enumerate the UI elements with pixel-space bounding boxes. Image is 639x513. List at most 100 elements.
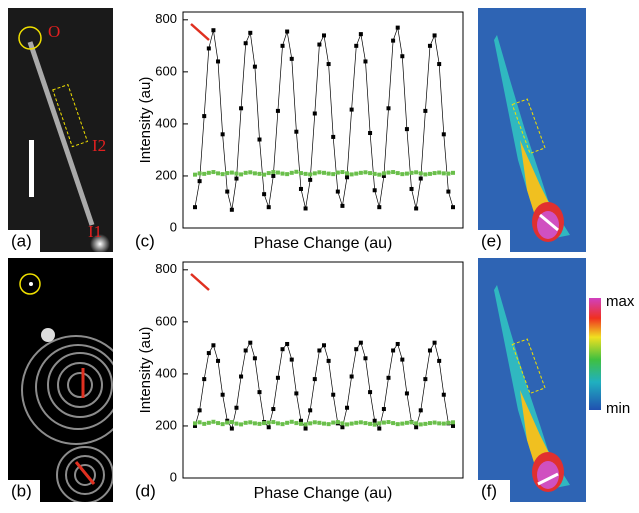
data-point [317,42,322,47]
data-point [409,186,414,191]
data-point [427,421,432,426]
panel-b: (b) [8,258,131,504]
data-point [386,375,391,380]
data-point [202,171,207,176]
data-point [216,421,221,426]
plot-frame [182,11,464,229]
data-point [243,170,248,175]
data-point [363,356,368,361]
data-point [308,421,313,426]
data-point [294,391,299,396]
data-point [423,421,428,426]
data-point [451,205,455,210]
data-point [381,407,386,412]
data-point [335,189,340,194]
data-point [257,390,262,395]
data-point [432,420,437,425]
data-point [418,408,423,413]
data-point [202,114,207,119]
data-point [395,171,400,176]
data-point [363,170,368,175]
data-point [243,41,248,46]
annotation: O [48,22,60,41]
data-point [395,25,400,30]
data-point [280,347,285,352]
data-point [326,171,331,176]
data-point [317,420,322,425]
data-point [354,171,359,176]
data-point [216,358,221,363]
data-point [197,420,202,425]
data-point [400,54,405,59]
series-line [194,341,454,430]
data-point [395,341,400,346]
data-point [312,420,317,425]
data-point [349,172,354,177]
data-point [262,421,267,426]
data-point [206,351,211,356]
data-point [423,172,428,177]
data-point [437,170,442,175]
data-point [220,422,225,427]
data-point [391,170,396,175]
data-point [418,422,423,427]
data-point [354,43,359,48]
data-point [372,171,377,176]
panel-label: (d) [135,481,156,500]
data-point [377,205,382,210]
data-point [289,56,294,61]
data-point [257,137,262,142]
data-point [220,132,225,137]
data-point [331,172,336,177]
data-point [345,175,350,180]
data-point [193,423,197,428]
annotation: I1 [88,222,102,241]
data-point [331,420,336,425]
data-point [234,171,239,176]
data-point [363,421,368,426]
data-point [372,188,377,193]
data-point [211,343,216,348]
data-point [441,392,446,397]
data-point [322,33,326,38]
data-point [206,420,211,425]
data-point [193,421,197,426]
data-point [354,347,359,352]
data-point [239,374,244,379]
y-axis-label: Intensity (au) [137,327,154,414]
y-tick-label: 600 [155,313,177,328]
data-point [229,426,234,431]
data-point [409,170,414,175]
data-point [340,203,345,208]
data-point [386,420,391,425]
data-point [308,408,313,413]
data-point [248,170,253,175]
data-point [368,171,373,176]
data-point [229,420,234,425]
data-point [414,421,419,426]
data-point [303,426,308,431]
data-point [257,421,262,426]
data-point [345,422,350,427]
data-point [427,348,432,353]
data-point [358,32,363,37]
data-point [386,170,391,175]
x-axis-label: Phase Change (au) [254,235,393,252]
y-tick-label: 200 [155,167,177,182]
data-point [404,420,409,425]
data-point [335,170,340,175]
y-axis-label: Intensity (au) [137,77,154,164]
data-point [298,171,303,176]
arrow [190,23,210,41]
data-point [386,106,391,111]
data-point [298,186,303,191]
data-point [225,171,230,176]
data-point [211,170,216,175]
y-tick-label: 400 [155,365,177,380]
data-point [266,205,271,210]
data-point [322,170,326,175]
data-point [354,420,359,425]
data-point [451,420,455,425]
data-point [340,425,345,430]
data-point [271,170,276,175]
